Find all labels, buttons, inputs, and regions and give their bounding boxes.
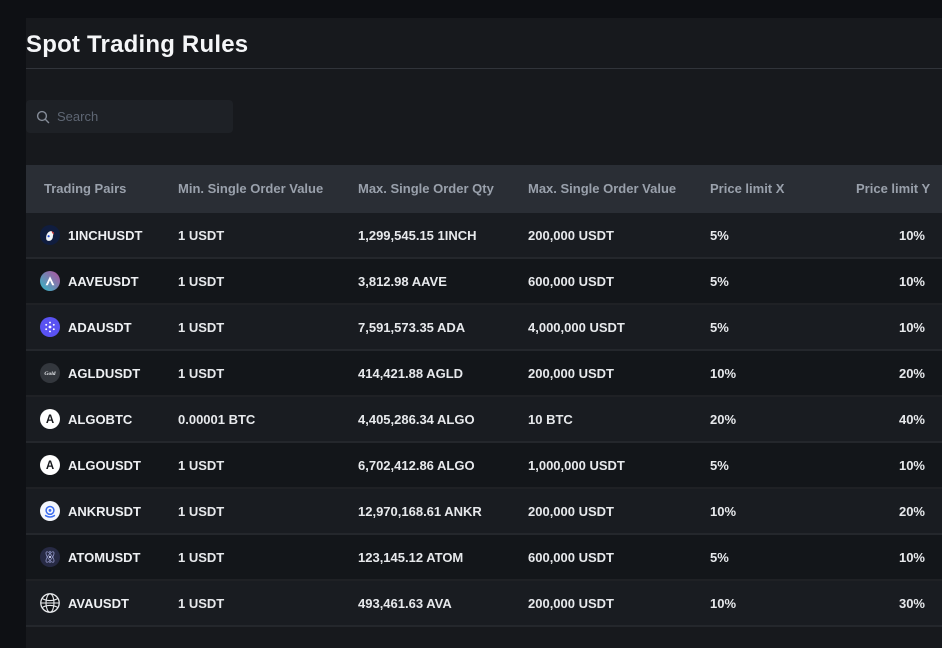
column-header-2: Min. Single Order Value [178,180,324,196]
price-limit-x-cell: 10% [710,595,737,611]
min-order-value-cell: 1 USDT [178,273,225,289]
price-limit-y-cell: 10% [898,273,925,289]
title-divider [26,68,942,69]
column-header-1: Trading Pairs [44,180,127,196]
price-limit-y-cell: 10% [898,319,925,335]
svg-text:A: A [46,414,54,426]
price-limit-y-cell: 40% [898,411,925,427]
max-order-qty-cell: 123,145.12 ATOM [358,549,464,565]
agld-logo-icon: Gold [40,363,60,383]
max-order-qty-cell: 493,461.63 AVA [358,595,452,611]
min-order-value-cell: 1 USDT [178,503,225,519]
min-order-value-cell: 1 USDT [178,319,225,335]
price-limit-y-cell: 20% [898,365,925,381]
page-title: Spot Trading Rules [26,31,249,58]
max-order-value-cell: 4,000,000 USDT [528,319,625,335]
max-order-qty-cell: 414,421.88 AGLD [358,365,464,381]
price-limit-x-cell: 20% [710,411,737,427]
column-header-6: Price limit Y [856,180,931,196]
pair-cell: A ALGOBTC [26,409,178,429]
max-order-value-cell: 200,000 USDT [528,503,614,519]
column-header-4: Max. Single Order Value [528,180,677,196]
svg-text:A: A [46,460,54,472]
min-order-value-cell: 0.00001 BTC [178,411,256,427]
pair-label: ADAUSDT [68,319,132,335]
pair-cell: A ALGOUSDT [26,455,178,475]
max-order-qty-cell: 7,591,573.35 ADA [358,319,466,335]
min-order-value-cell: 1 USDT [178,457,225,473]
price-limit-x-cell: 10% [710,365,737,381]
max-order-qty-cell: 6,702,412.86 ALGO [358,457,475,473]
pair-label: ALGOBTC [68,411,133,427]
min-order-value-cell: 1 USDT [178,365,225,381]
ada-logo-icon [40,317,60,337]
algo-logo-icon: A [40,455,60,475]
atom-logo-icon [40,547,60,567]
pair-cell: ATOMUSDT [26,547,178,567]
price-limit-x-cell: 5% [710,319,729,335]
pair-label: AAVEUSDT [68,273,139,289]
spot-trading-rules-panel: Spot Trading Rules Trading Pairs Min. Sin… [26,18,942,648]
table-row: ADAUSDT 1 USDT 7,591,573.35 ADA 4,000,00… [26,305,942,351]
column-header-5: Price limit X [710,180,785,196]
algo-logo-icon: A [40,409,60,429]
price-limit-x-cell: 10% [710,503,737,519]
max-order-qty-cell: 4,405,286.34 ALGO [358,411,475,427]
pair-label: AVAUSDT [68,595,129,611]
table-row: A ALGOUSDT 1 USDT 6,702,412.86 ALGO 1,00… [26,443,942,489]
search-input[interactable] [57,109,233,124]
table-row: A ALGOBTC 0.00001 BTC 4,405,286.34 ALGO … [26,397,942,443]
pair-label: ANKRUSDT [68,503,141,519]
min-order-value-cell: 1 USDT [178,549,225,565]
table-header-row: Trading Pairs Min. Single Order Value Max.… [26,165,942,213]
1inch-logo-icon [40,225,60,245]
price-limit-y-cell: 30% [898,595,925,611]
table-row: ANKRUSDT 1 USDT 12,970,168.61 ANKR 200,0… [26,489,942,535]
price-limit-x-cell: 5% [710,549,729,565]
column-header-3: Max. Single Order Qty [358,180,494,196]
table-row: 1INCHUSDT 1 USDT 1,299,545.15 1INCH 200,… [26,213,942,259]
max-order-value-cell: 200,000 USDT [528,365,614,381]
max-order-value-cell: 200,000 USDT [528,227,614,243]
max-order-qty-cell: 3,812.98 AAVE [358,273,447,289]
max-order-value-cell: 200,000 USDT [528,595,614,611]
aave-logo-icon [40,271,60,291]
min-order-value-cell: 1 USDT [178,227,225,243]
table-row: AAVEUSDT 1 USDT 3,812.98 AAVE 600,000 US… [26,259,942,305]
max-order-qty-cell: 1,299,545.15 1INCH [358,227,477,243]
price-limit-y-cell: 20% [898,503,925,519]
max-order-value-cell: 600,000 USDT [528,549,614,565]
pair-cell: 1INCHUSDT [26,225,178,245]
max-order-value-cell: 10 BTC [528,411,573,427]
trading-rules-table: Trading Pairs Min. Single Order Value Max.… [26,165,942,627]
price-limit-x-cell: 5% [710,273,729,289]
pair-cell: AAVEUSDT [26,271,178,291]
pair-label: 1INCHUSDT [68,227,143,243]
ava-logo-icon [40,593,60,613]
pair-cell: AVAUSDT [26,593,178,613]
table-row: Gold AGLDUSDT 1 USDT 414,421.88 AGLD 200… [26,351,942,397]
min-order-value-cell: 1 USDT [178,595,225,611]
pair-label: ATOMUSDT [68,549,141,565]
search-icon [36,110,50,123]
pair-label: AGLDUSDT [68,365,141,381]
max-order-qty-cell: 12,970,168.61 ANKR [358,503,482,519]
search-box[interactable] [26,100,233,133]
price-limit-x-cell: 5% [710,457,729,473]
svg-text:Gold: Gold [44,371,55,377]
pair-cell: ANKRUSDT [26,501,178,521]
max-order-value-cell: 600,000 USDT [528,273,614,289]
pair-cell: ADAUSDT [26,317,178,337]
price-limit-y-cell: 10% [898,549,925,565]
max-order-value-cell: 1,000,000 USDT [528,457,625,473]
pair-label: ALGOUSDT [68,457,141,473]
table-row: AVAUSDT 1 USDT 493,461.63 AVA 200,000 US… [26,581,942,627]
price-limit-y-cell: 10% [898,457,925,473]
table-row: ATOMUSDT 1 USDT 123,145.12 ATOM 600,000 … [26,535,942,581]
pair-cell: Gold AGLDUSDT [26,363,178,383]
price-limit-y-cell: 10% [898,227,925,243]
ankr-logo-icon [40,501,60,521]
price-limit-x-cell: 5% [710,227,729,243]
table-body: 1INCHUSDT 1 USDT 1,299,545.15 1INCH 200,… [26,213,942,627]
